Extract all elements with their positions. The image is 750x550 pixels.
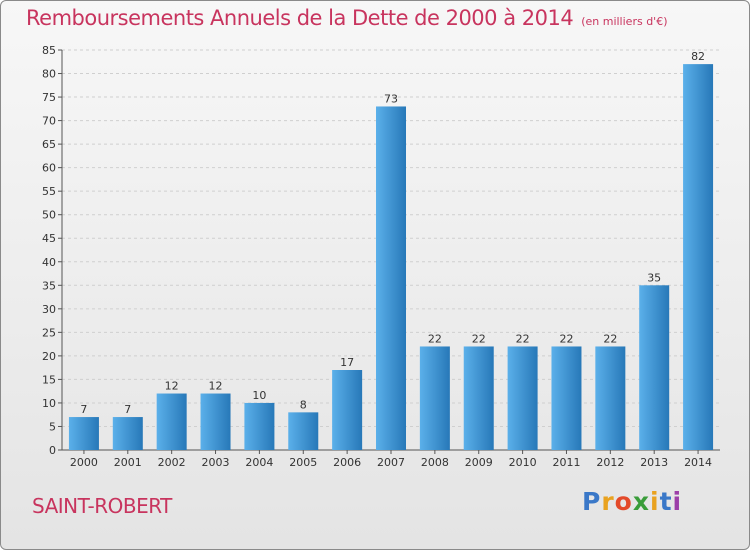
bar-2013 — [639, 285, 670, 450]
value-label: 22 — [428, 332, 442, 345]
x-tick-label: 2004 — [245, 456, 273, 469]
bar-2010 — [507, 346, 538, 450]
x-tick-label: 2010 — [509, 456, 537, 469]
x-tick-label: 2003 — [202, 456, 230, 469]
bar-2011 — [551, 346, 582, 450]
logo-letter: r — [601, 487, 615, 516]
y-tick-label: 30 — [42, 303, 56, 316]
value-label: 17 — [340, 356, 354, 369]
x-tick-label: 2000 — [70, 456, 98, 469]
bar-2003 — [200, 393, 231, 450]
y-tick-label: 0 — [49, 444, 56, 457]
value-label: 22 — [472, 332, 486, 345]
logo-letter: P — [582, 487, 602, 516]
x-tick-label: 2002 — [158, 456, 186, 469]
value-label: 73 — [384, 92, 398, 105]
proxiti-logo: Proxiti — [582, 487, 682, 516]
y-tick-label: 50 — [42, 209, 56, 222]
bar-2006 — [332, 370, 363, 450]
value-label: 82 — [691, 50, 705, 63]
bar-2007 — [376, 106, 406, 451]
value-label: 12 — [209, 380, 223, 393]
logo-letter: t — [659, 487, 673, 516]
y-tick-label: 5 — [49, 420, 56, 433]
x-tick-label: 2009 — [465, 456, 493, 469]
value-labels: 7 7 12 12 10 8 17 73 22 22 22 22 22 35 82 — [80, 50, 705, 416]
y-tick-label: 70 — [42, 115, 56, 128]
bars — [68, 64, 714, 451]
y-tick-label: 10 — [42, 397, 56, 410]
x-tick-label: 2006 — [333, 456, 361, 469]
value-label: 8 — [300, 398, 307, 411]
y-tick-label: 45 — [42, 232, 56, 245]
y-tick-label: 65 — [42, 138, 56, 151]
bar-2001 — [112, 417, 143, 450]
bar-2014 — [683, 64, 714, 450]
x-tick-label: 2001 — [114, 456, 142, 469]
y-tick-label: 20 — [42, 350, 56, 363]
y-tick-label: 85 — [42, 44, 56, 57]
value-label: 22 — [603, 332, 617, 345]
chart-subtitle: (en milliers d'€) — [581, 15, 668, 28]
y-tick-label: 75 — [42, 91, 56, 104]
value-label: 22 — [516, 332, 530, 345]
y-tick-labels: 0 5 10 15 20 25 30 35 40 45 50 55 60 65 70 75 80 85 — [42, 44, 56, 457]
bar-2009 — [463, 346, 494, 450]
y-tick-label: 35 — [42, 279, 56, 292]
y-tick-label: 60 — [42, 162, 56, 175]
commune-name: SAINT-ROBERT — [32, 494, 172, 518]
chart-title-text: Remboursements Annuels de la Dette de 20… — [26, 6, 574, 30]
value-label: 12 — [165, 380, 179, 393]
value-label: 7 — [124, 403, 131, 416]
x-tick-label: 2007 — [377, 456, 405, 469]
x-tick-label: 2013 — [640, 456, 668, 469]
x-tick-label: 2014 — [684, 456, 712, 469]
y-tick-label: 25 — [42, 326, 56, 339]
bar-2008 — [419, 346, 450, 450]
bar-2004 — [244, 402, 275, 450]
x-tick-label: 2012 — [596, 456, 624, 469]
x-tick-label: 2005 — [289, 456, 317, 469]
x-tick-label: 2011 — [552, 456, 580, 469]
y-tick-label: 80 — [42, 68, 56, 81]
bar-2005 — [288, 412, 319, 450]
chart-title: Remboursements Annuels de la Dette de 20… — [26, 6, 667, 30]
y-tick-label: 40 — [42, 256, 56, 269]
value-label: 35 — [647, 271, 661, 284]
value-label: 10 — [252, 389, 266, 402]
y-tick-label: 55 — [42, 185, 56, 198]
logo-letter: i — [650, 487, 660, 516]
bar-2002 — [156, 393, 187, 450]
logo-letter: o — [614, 487, 633, 516]
x-tick-labels: 2000 2001 2002 2003 2004 2005 2006 2007 2008 2009… — [70, 450, 712, 469]
bar-2012 — [595, 346, 626, 450]
logo-letter: i — [672, 487, 683, 516]
value-label: 22 — [559, 332, 573, 345]
value-label: 7 — [80, 403, 87, 416]
logo-letter: x — [632, 487, 650, 516]
bar-2000 — [68, 417, 99, 450]
y-tick-label: 15 — [42, 373, 56, 386]
x-tick-label: 2008 — [421, 456, 449, 469]
